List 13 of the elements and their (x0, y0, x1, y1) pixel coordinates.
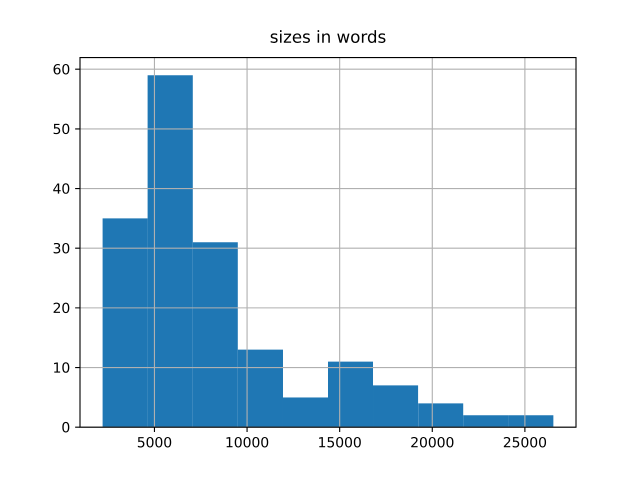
x-tick-label: 10000 (226, 436, 268, 448)
y-tick-label: 30 (54, 242, 70, 254)
y-tick-label: 60 (54, 64, 70, 74)
y-tick-label: 0 (62, 422, 70, 432)
chart-title: sizes in words (270, 30, 386, 43)
y-tick-label: 20 (54, 302, 70, 314)
x-tick-label: 25000 (504, 436, 546, 448)
y-tick-label: 10 (54, 362, 70, 373)
y-tick-label: 50 (54, 124, 70, 134)
x-tick-label: 5000 (138, 436, 172, 448)
x-tick-label: 20000 (411, 436, 454, 448)
y-tick-label: 40 (53, 183, 70, 194)
x-tick-label: 15000 (319, 436, 361, 448)
